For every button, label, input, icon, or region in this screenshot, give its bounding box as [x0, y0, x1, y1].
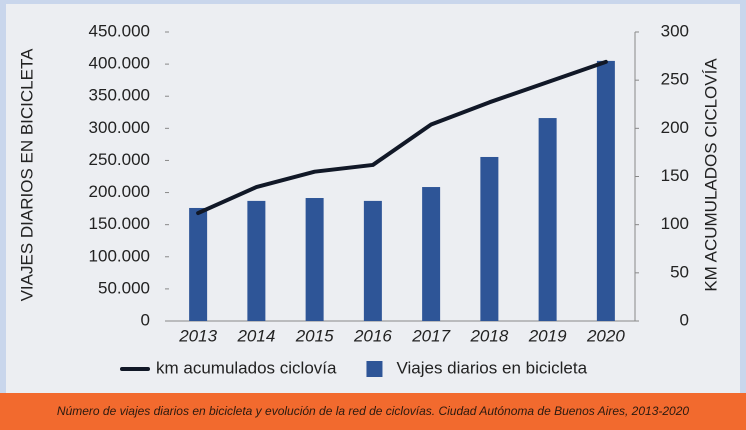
bar — [480, 156, 499, 321]
chart-background — [6, 4, 740, 393]
y-tick-label: 50.000 — [98, 278, 150, 297]
y2-tick-label: 200 — [661, 118, 689, 137]
legend-label: km acumulados ciclovía — [156, 358, 337, 377]
x-tick-label: 2014 — [236, 326, 275, 345]
y-tick-label: 350.000 — [89, 86, 150, 105]
x-tick-label: 2020 — [586, 326, 625, 345]
line — [196, 59, 608, 216]
x-tick-label: 2017 — [411, 326, 450, 345]
caption-band: Número de viajes diarios en bicicleta y … — [0, 393, 746, 430]
x-tick-label: 2015 — [295, 326, 334, 345]
y-axis-label: VIAJES DIARIOS EN BICICLETA — [17, 48, 36, 302]
bar — [363, 200, 382, 321]
x-tick-label: 2019 — [528, 326, 567, 345]
y2-axis-label: KM ACUMULADOS CICLOVÍA — [701, 58, 720, 292]
bar — [247, 200, 266, 321]
bar — [596, 60, 615, 322]
legend-label: Viajes diarios en bicicleta — [396, 358, 587, 377]
y-tick-label: 450.000 — [89, 21, 150, 40]
legend-swatch — [366, 361, 383, 377]
y2-tick-label: 100 — [661, 214, 689, 233]
y-tick-label: 100.000 — [89, 246, 150, 265]
bar — [189, 207, 208, 321]
y-tick-label: 200.000 — [89, 182, 150, 201]
y-tick-label: 400.000 — [89, 54, 150, 73]
chart: VIAJES DIARIOS EN BICICLETA KM ACUMULADO… — [6, 4, 740, 393]
y-tick-label: 150.000 — [89, 214, 150, 233]
caption: Número de viajes diarios en bicicleta y … — [56, 404, 690, 418]
x-tick-label: 2018 — [469, 326, 508, 345]
y2-tick-label: 0 — [680, 310, 689, 329]
y2-tick-label: 250 — [661, 70, 689, 89]
x-tick-label: 2016 — [353, 326, 392, 345]
y-tick-label: 300.000 — [89, 118, 150, 137]
bar — [305, 198, 324, 321]
x-tick-label: 2013 — [178, 326, 217, 345]
y2-tick-label: 50 — [670, 262, 689, 281]
bar — [422, 187, 441, 321]
y2-tick-label: 300 — [661, 21, 689, 40]
y-tick-label: 250.000 — [89, 150, 150, 169]
y-tick-label: 0 — [141, 310, 150, 329]
bar — [538, 118, 557, 322]
y2-tick-label: 150 — [661, 166, 689, 185]
